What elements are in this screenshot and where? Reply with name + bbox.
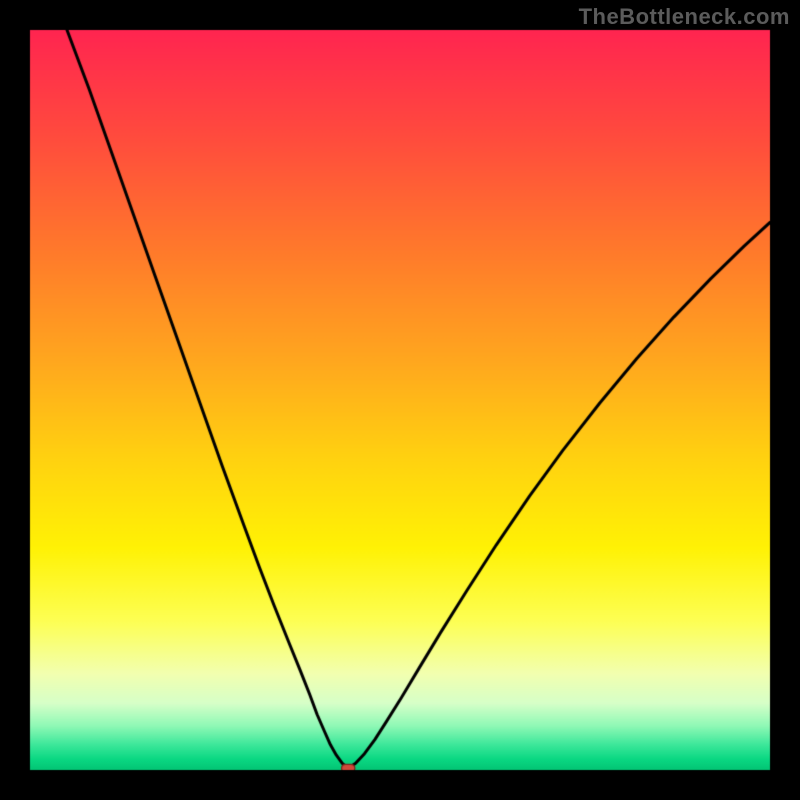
watermark-text: TheBottleneck.com bbox=[579, 4, 790, 30]
bottleneck-chart bbox=[0, 0, 800, 800]
